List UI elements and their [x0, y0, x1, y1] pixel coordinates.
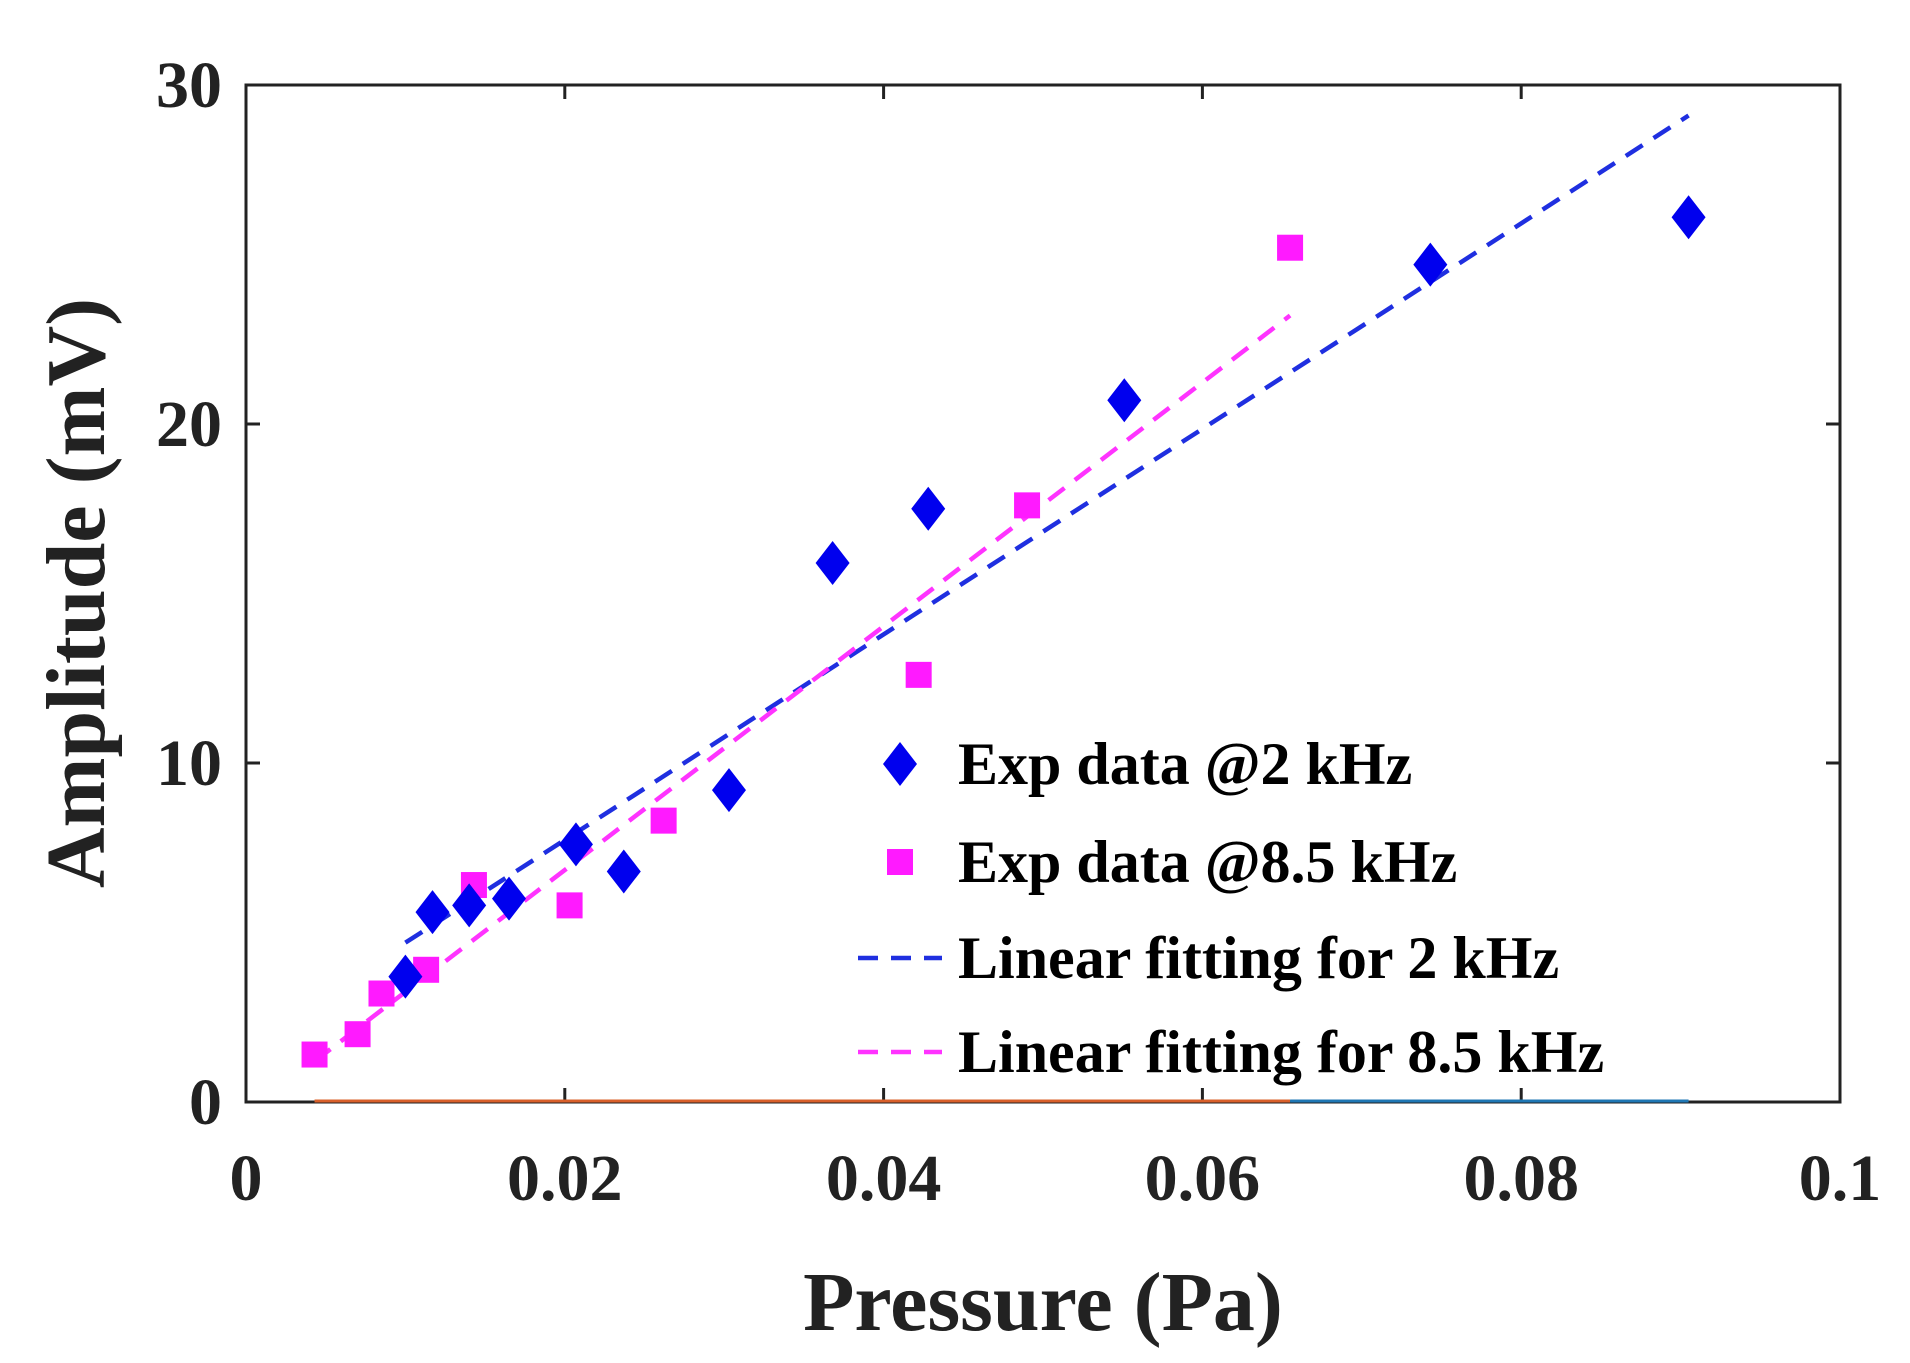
data-point-8-5khz — [368, 980, 395, 1007]
data-point-2khz — [1671, 195, 1706, 240]
data-point-2khz — [711, 768, 746, 813]
x-axis-ticks: 0 0.02 0.04 0.06 0.08 0.1 — [230, 85, 1882, 1215]
y-tick-label: 30 — [156, 49, 222, 122]
data-point-8-5khz — [1014, 492, 1041, 519]
legend-marker-2khz — [883, 742, 917, 786]
x-axis-label: Pressure (Pa) — [803, 1256, 1283, 1349]
data-point-2khz — [1413, 242, 1448, 287]
data-point-8-5khz — [301, 1041, 328, 1068]
legend-entry-label: Exp data @8.5 kHz — [958, 829, 1457, 895]
x-tick-label: 0.04 — [826, 1142, 942, 1215]
x-tick-label: 0.1 — [1799, 1142, 1882, 1215]
data-point-2khz — [815, 540, 850, 585]
data-point-8-5khz — [905, 661, 932, 688]
fit-line-2khz — [404, 113, 1690, 945]
y-tick-label: 10 — [156, 727, 222, 800]
data-point-8-5khz — [1277, 234, 1304, 261]
fit-line-8-5khz — [313, 313, 1292, 1064]
data-point-2khz — [606, 849, 641, 894]
plot-area — [244, 83, 1842, 1104]
legend-marker-8-5khz — [887, 849, 913, 875]
y-axis-label: Amplitude (mV) — [30, 298, 123, 888]
data-point-2khz — [492, 876, 527, 921]
legend-entry-label: Linear fitting for 8.5 kHz — [958, 1019, 1604, 1085]
data-point-2khz — [558, 822, 593, 867]
y-tick-label: 20 — [156, 388, 222, 461]
data-markers — [301, 195, 1706, 1068]
data-point-8-5khz — [650, 807, 677, 834]
legend-entry-label: Linear fitting for 2 kHz — [958, 925, 1559, 991]
legend: Exp data @2 kHz Exp data @8.5 kHz Linear f… — [858, 731, 1604, 1085]
data-point-2khz — [911, 486, 946, 531]
data-point-2khz — [452, 883, 487, 928]
fit-lines — [313, 113, 1690, 1064]
x-tick-label: 0 — [230, 1142, 263, 1215]
data-point-8-5khz — [556, 892, 583, 919]
data-point-8-5khz — [344, 1021, 371, 1048]
y-tick-label: 0 — [189, 1066, 222, 1139]
data-point-2khz — [415, 890, 450, 935]
data-point-2khz — [388, 954, 423, 999]
x-tick-label: 0.02 — [507, 1142, 623, 1215]
y-axis-ticks: 0 10 20 30 — [156, 49, 1840, 1139]
legend-entry-label: Exp data @2 kHz — [958, 731, 1412, 797]
x-tick-label: 0.06 — [1145, 1142, 1261, 1215]
data-point-2khz — [1107, 378, 1142, 423]
x-tick-label: 0.08 — [1463, 1142, 1579, 1215]
